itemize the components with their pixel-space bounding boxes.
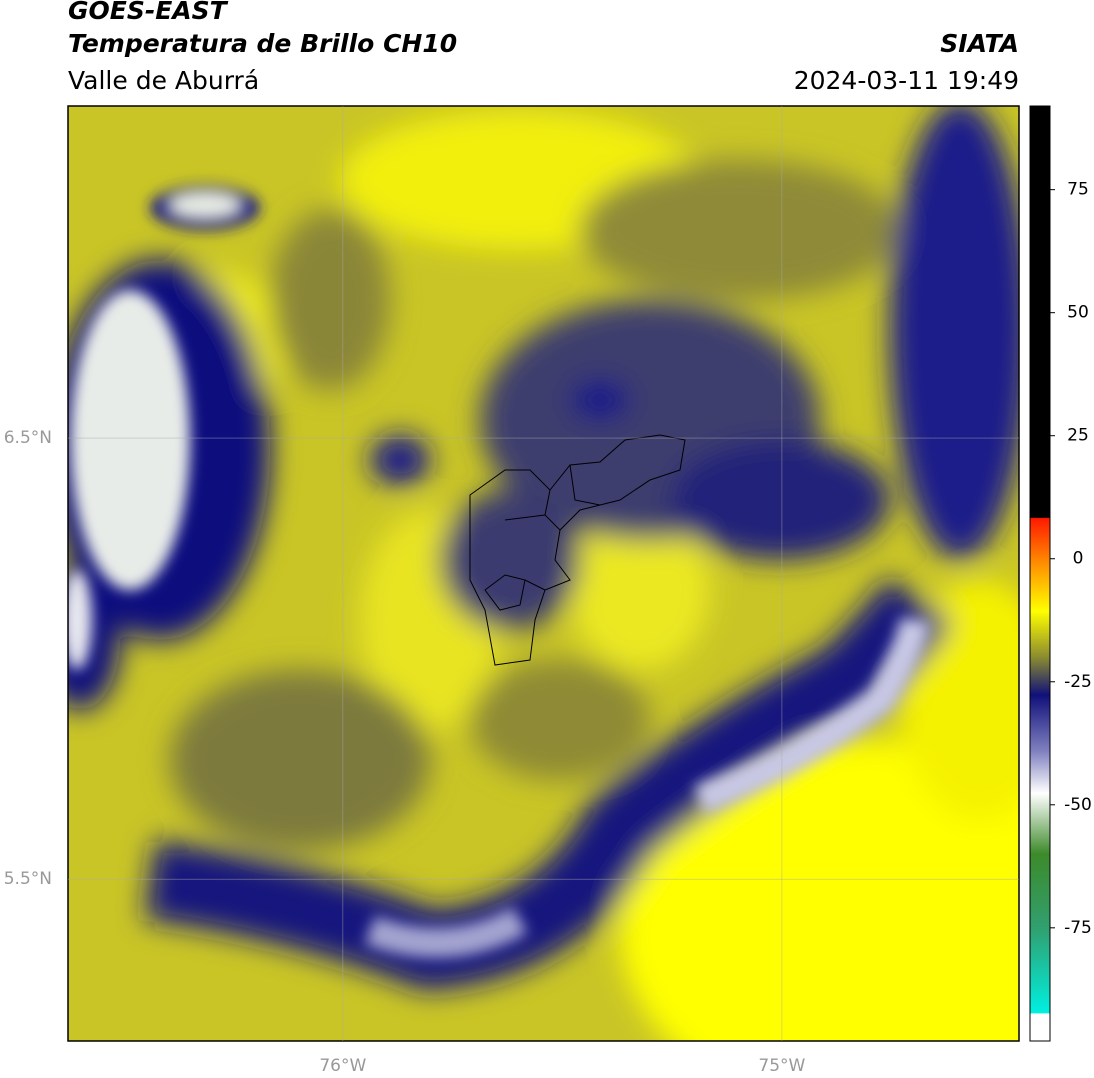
colorbar-tick-label: 25 xyxy=(1067,426,1089,446)
map-frame xyxy=(67,105,1020,1042)
datetime: 2024-03-11 19:49 xyxy=(794,66,1019,95)
colorbar-tick-label: -50 xyxy=(1064,795,1092,815)
subtitle: Temperatura de Brillo CH10 xyxy=(68,29,457,58)
colorbar-tick-label: 0 xyxy=(1073,549,1084,569)
colorbar-tick-label: 75 xyxy=(1067,180,1089,200)
colorbar-tick-label: -25 xyxy=(1064,672,1092,692)
y-tick-label: 6.5°N xyxy=(4,428,52,448)
x-tick-label: 75°W xyxy=(758,1056,805,1076)
title: GOES-EAST xyxy=(68,0,229,25)
y-tick-label: 5.5°N xyxy=(4,869,52,889)
colorbar-tick-label: 50 xyxy=(1067,303,1089,323)
satellite-image xyxy=(68,106,1019,1041)
colorbar-tick-label: -75 xyxy=(1064,918,1092,938)
colorbar xyxy=(1029,105,1051,1042)
region: Valle de Aburrá xyxy=(68,66,259,95)
source: SIATA xyxy=(940,29,1019,58)
x-tick-label: 76°W xyxy=(319,1056,366,1076)
municipal-boundaries xyxy=(469,434,686,666)
